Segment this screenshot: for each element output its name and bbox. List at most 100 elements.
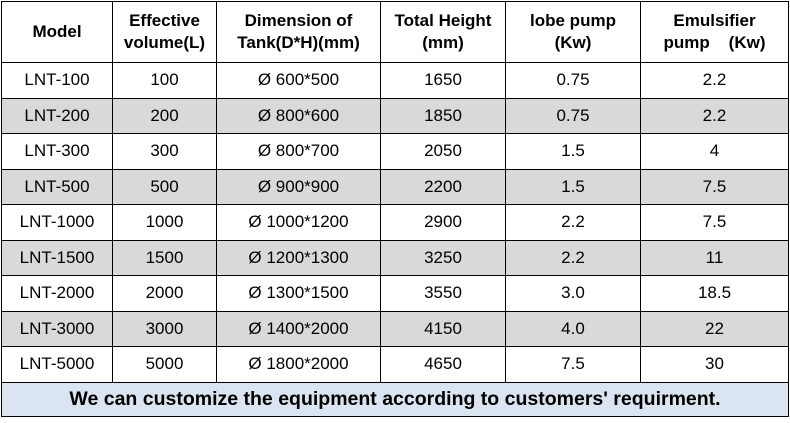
- cell-text: 4: [709, 141, 720, 161]
- header-cell: Total Height (mm): [380, 1, 506, 63]
- cell-text: 7.5: [702, 212, 727, 232]
- header-cell: Model: [1, 1, 113, 63]
- header-text: lobe pump: [530, 11, 616, 30]
- data-cell: 1.5: [505, 133, 641, 170]
- cell-text: 7.5: [702, 176, 727, 196]
- cell-text: 3000: [145, 318, 184, 338]
- cell-text: LNT-500: [24, 176, 90, 196]
- cell-text: 200: [150, 105, 179, 125]
- cell-text: LNT-1500: [19, 247, 95, 267]
- cell-text: 100: [150, 70, 179, 90]
- cell-text: LNT-300: [24, 141, 90, 161]
- data-cell: 2000: [112, 275, 217, 312]
- cell-text: LNT-100: [24, 70, 90, 90]
- data-cell: 3000: [112, 310, 217, 347]
- data-cell: LNT-100: [1, 62, 113, 99]
- data-cell: 1850: [380, 97, 506, 134]
- data-cell: LNT-1000: [1, 204, 113, 241]
- header-text: Total Height: [394, 11, 492, 30]
- header-text: Emulsifier: [673, 11, 756, 30]
- data-row: LNT-1500 1500 Ø 1200*1300 3250 2.2 11: [1, 239, 789, 276]
- data-cell: Ø 800*700: [216, 133, 381, 170]
- data-cell: LNT-2000: [1, 275, 113, 312]
- cell-text: LNT-2000: [19, 283, 95, 303]
- cell-text: 2.2: [561, 212, 585, 232]
- data-row: LNT-1000 1000 Ø 1000*1200 2900 2.2 7.5: [1, 204, 789, 241]
- data-cell: LNT-3000: [1, 310, 113, 347]
- data-cell: 2200: [380, 168, 506, 205]
- data-row: LNT-100 100 Ø 600*500 1650 0.75 2.2: [1, 62, 789, 99]
- table-body: LNT-100 100 Ø 600*500 1650 0.75 2.2 LNT-200 200…: [1, 62, 789, 417]
- cell-text: 0.75: [556, 70, 590, 90]
- data-cell: 1500: [112, 239, 217, 276]
- cell-text: 3250: [424, 247, 462, 267]
- cell-text: 2900: [424, 212, 462, 232]
- cell-text: 1850: [424, 105, 462, 125]
- cell-text: 7.5: [561, 354, 585, 374]
- cell-text: 1.5: [561, 176, 585, 196]
- data-cell: Ø 800*600: [216, 97, 381, 134]
- cell-text: Ø 600*500: [257, 70, 340, 90]
- data-row: LNT-3000 3000 Ø 1400*2000 4150 4.0 22: [1, 310, 789, 347]
- cell-text: 4650: [424, 354, 462, 374]
- data-cell: 4.0: [505, 310, 641, 347]
- data-cell: 0.75: [505, 62, 641, 99]
- cell-text: Ø 800*700: [257, 141, 340, 161]
- cell-text: 4150: [424, 318, 462, 338]
- data-cell: LNT-500: [1, 168, 113, 205]
- data-cell: 1650: [380, 62, 506, 99]
- cell-text: 4.0: [561, 318, 585, 338]
- data-row: LNT-2000 2000 Ø 1300*1500 3550 3.0 18.5: [1, 275, 789, 312]
- header-cell: Emulsifier pump (Kw): [640, 1, 789, 63]
- header-text: (mm): [422, 33, 464, 52]
- cell-text: Ø 1200*1300: [248, 247, 349, 267]
- header-text: (Kw): [554, 33, 592, 52]
- data-cell: Ø 1200*1300: [216, 239, 381, 276]
- data-cell: 7.5: [640, 204, 789, 241]
- cell-text: Ø 1000*1200: [248, 212, 349, 232]
- data-cell: 1.5: [505, 168, 641, 205]
- cell-text: 2000: [145, 283, 184, 303]
- data-cell: 5000: [112, 346, 217, 383]
- cell-text: Ø 1400*2000: [248, 318, 349, 338]
- data-cell: 3250: [380, 239, 506, 276]
- data-row: LNT-500 500 Ø 900*900 2200 1.5 7.5: [1, 168, 789, 205]
- header-text: volume(L): [123, 33, 206, 52]
- footer-row: We can customize the equipment according…: [1, 381, 789, 417]
- cell-text: 18.5: [697, 283, 732, 303]
- data-cell: Ø 900*900: [216, 168, 381, 205]
- cell-text: 2.2: [702, 105, 727, 125]
- cell-text: 2050: [424, 141, 462, 161]
- cell-text: 30: [705, 354, 724, 374]
- cell-text: LNT-200: [24, 105, 90, 125]
- data-cell: 2.2: [640, 62, 789, 99]
- cell-text: 0.75: [556, 105, 590, 125]
- header-text: Dimension of: [244, 11, 353, 30]
- footer-cell: We can customize the equipment according…: [1, 381, 789, 417]
- cell-text: 1650: [424, 70, 462, 90]
- cell-text: 500: [150, 176, 179, 196]
- cell-text: 22: [705, 318, 724, 338]
- cell-text: 1000: [145, 212, 184, 232]
- cell-text: 1500: [145, 247, 184, 267]
- cell-text: 1.5: [561, 141, 585, 161]
- header-cell: lobe pump (Kw): [505, 1, 641, 63]
- data-cell: 1000: [112, 204, 217, 241]
- header-row: Model Effective volume(L) Dimension of Tank(…: [1, 1, 789, 63]
- data-cell: 2050: [380, 133, 506, 170]
- cell-text: 2.2: [702, 70, 727, 90]
- footer-text: We can customize the equipment according…: [69, 387, 721, 410]
- data-cell: 2900: [380, 204, 506, 241]
- header-text: pump (Kw): [663, 33, 766, 52]
- data-row: LNT-300 300 Ø 800*700 2050 1.5 4: [1, 133, 789, 170]
- cell-text: Ø 1300*1500: [248, 283, 349, 303]
- header-cell: Dimension of Tank(D*H)(mm): [216, 1, 381, 63]
- data-cell: Ø 1400*2000: [216, 310, 381, 347]
- cell-text: 5000: [145, 354, 184, 374]
- data-cell: 500: [112, 168, 217, 205]
- cell-text: 2200: [424, 176, 462, 196]
- data-cell: 22: [640, 310, 789, 347]
- cell-text: Ø 1800*2000: [248, 354, 349, 374]
